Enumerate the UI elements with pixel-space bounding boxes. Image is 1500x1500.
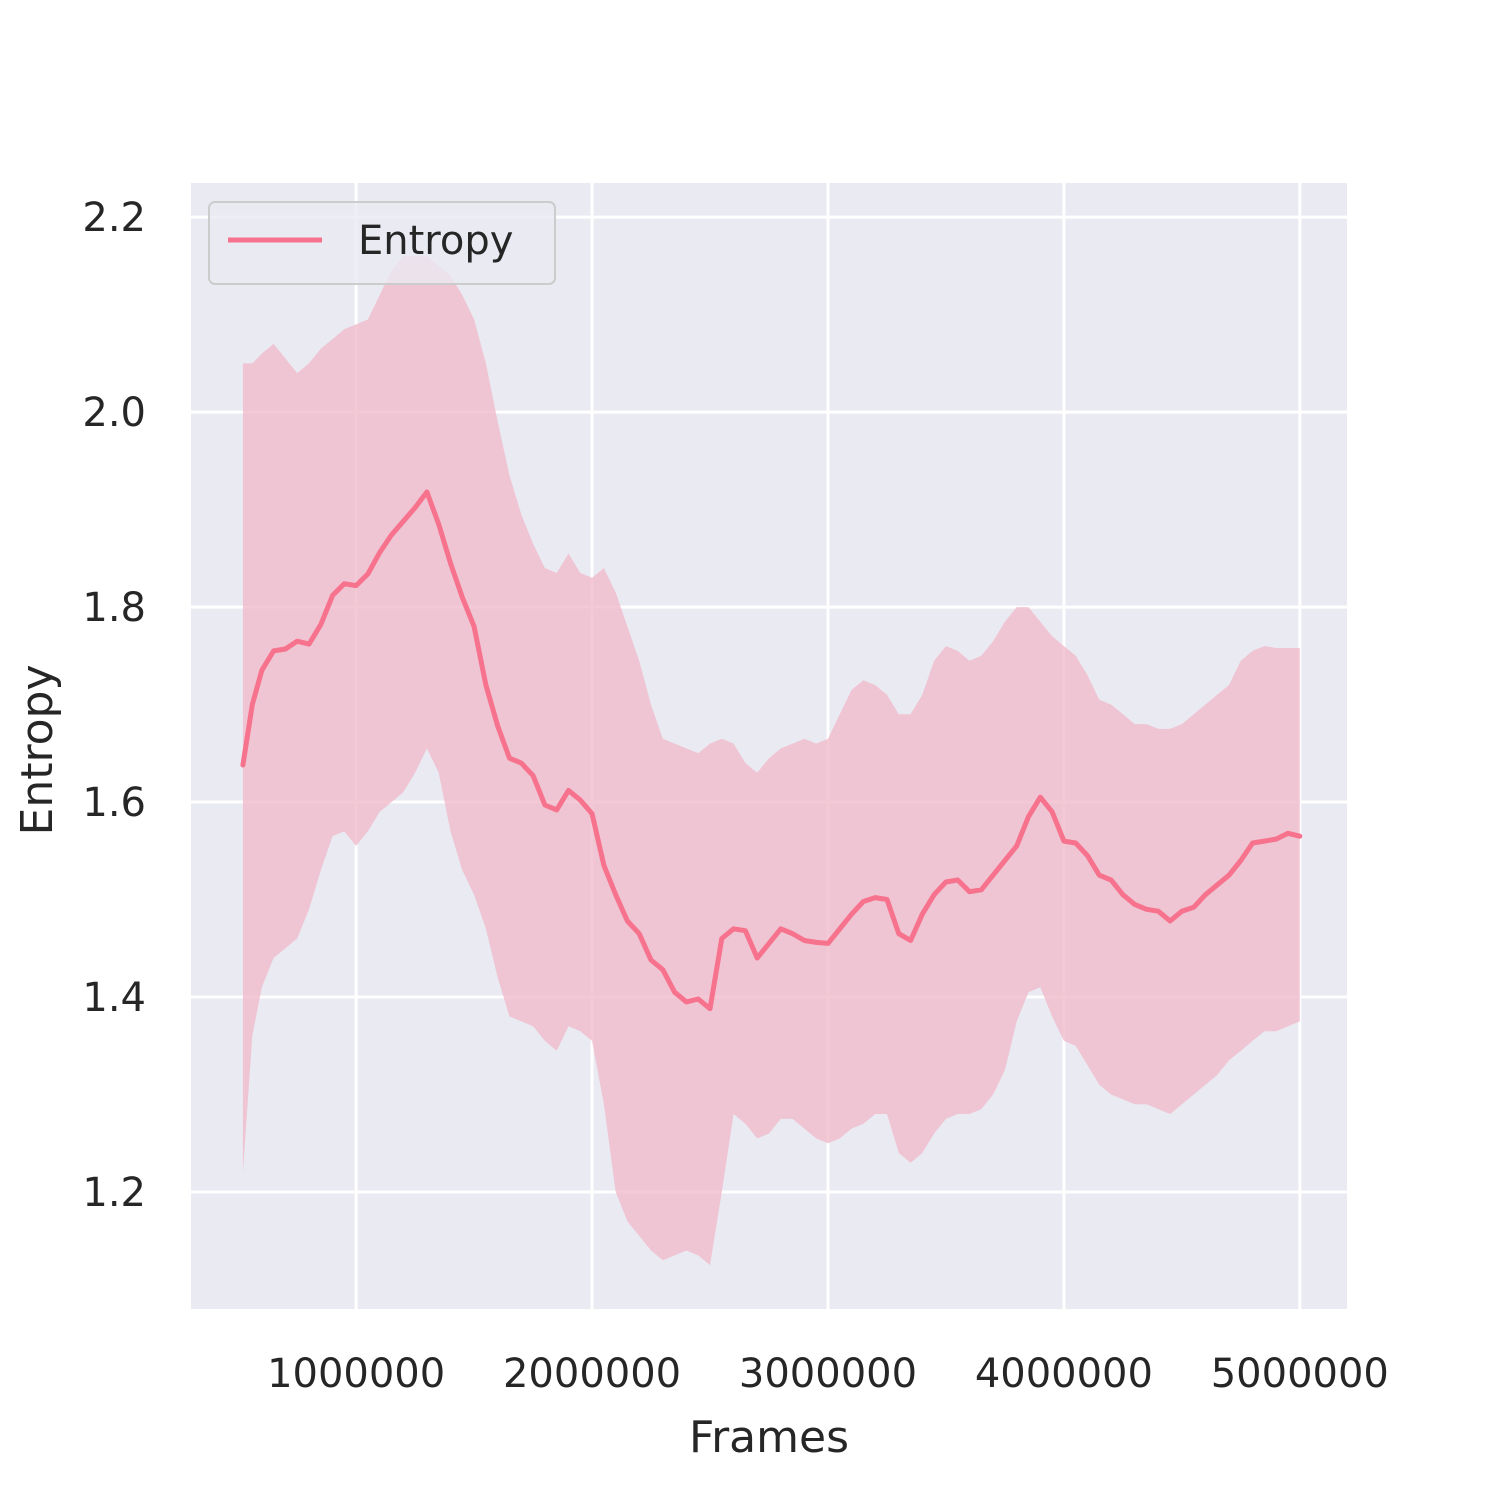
y-axis-label: Entropy xyxy=(12,665,63,836)
y-tick-labels: 1.2 1.4 1.6 1.8 2.0 2.2 xyxy=(82,195,146,1216)
x-tick-labels: 1000000 2000000 3000000 4000000 5000000 xyxy=(267,1351,1389,1397)
legend: Entropy xyxy=(208,201,556,285)
legend-label-entropy: Entropy xyxy=(358,218,513,264)
y-tick-label-1: 1.4 xyxy=(82,975,146,1021)
x-tick-label-3: 4000000 xyxy=(975,1351,1153,1397)
x-tick-label-1: 2000000 xyxy=(503,1351,681,1397)
legend-box xyxy=(208,201,556,285)
y-tick-label-4: 2.0 xyxy=(82,390,146,436)
y-tick-label-2: 1.6 xyxy=(82,780,146,826)
x-axis-label: Frames xyxy=(689,1412,849,1463)
x-tick-label-0: 1000000 xyxy=(267,1351,445,1397)
y-tick-label-5: 2.2 xyxy=(82,195,146,241)
y-tick-label-3: 1.8 xyxy=(82,585,146,631)
y-tick-label-0: 1.2 xyxy=(82,1170,146,1216)
x-tick-label-4: 5000000 xyxy=(1211,1351,1389,1397)
x-tick-label-2: 3000000 xyxy=(739,1351,917,1397)
entropy-line xyxy=(240,489,1303,1012)
entropy-confidence-band xyxy=(242,256,1300,1266)
